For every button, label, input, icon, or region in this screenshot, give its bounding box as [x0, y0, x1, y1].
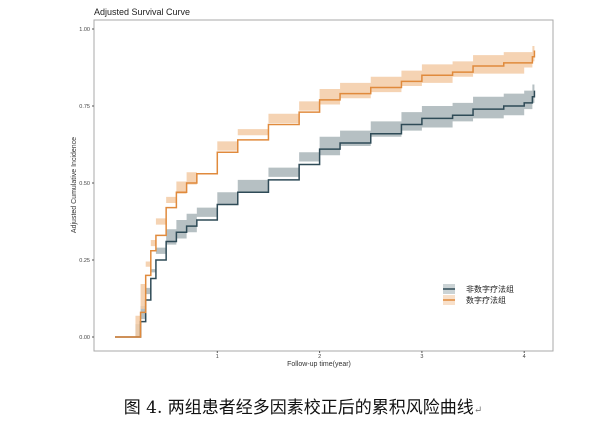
paragraph-mark: ↵ [473, 405, 483, 416]
legend-label: 数字疗法组 [466, 295, 506, 305]
series-line-0 [115, 90, 536, 338]
y-tick-label: 0.50 [79, 181, 90, 187]
x-tick-label: 2 [318, 354, 321, 360]
y-tick-label: 0.25 [79, 258, 90, 264]
y-tick-label: 0.00 [79, 335, 90, 341]
plot-frame [93, 19, 554, 352]
x-axis-label: Follow-up time(year) [287, 361, 351, 368]
chart: Adjusted Survival Curve 0.00 0.25 0.50 0.75… [71, 7, 554, 368]
y-tick-label: 1.00 [79, 27, 90, 33]
series-line-1 [115, 50, 536, 338]
caption-text: 图 4. 两组患者经多因素校正后的累积风险曲线 [123, 398, 474, 418]
x-tick-label: 4 [523, 354, 526, 360]
x-tick-label: 1 [216, 354, 219, 360]
x-tick-label: 3 [420, 354, 423, 360]
figure-caption: 图 4. 两组患者经多因素校正后的累积风险曲线↵ [0, 393, 606, 418]
confidence-band-0 [115, 78, 535, 337]
y-axis-label: Adjusted Cumulative Incidence [71, 137, 78, 233]
legend-label: 非数字疗法组 [466, 284, 514, 294]
y-tick-label: 0.75 [79, 104, 90, 110]
chart-title: Adjusted Survival Curve [94, 7, 190, 17]
